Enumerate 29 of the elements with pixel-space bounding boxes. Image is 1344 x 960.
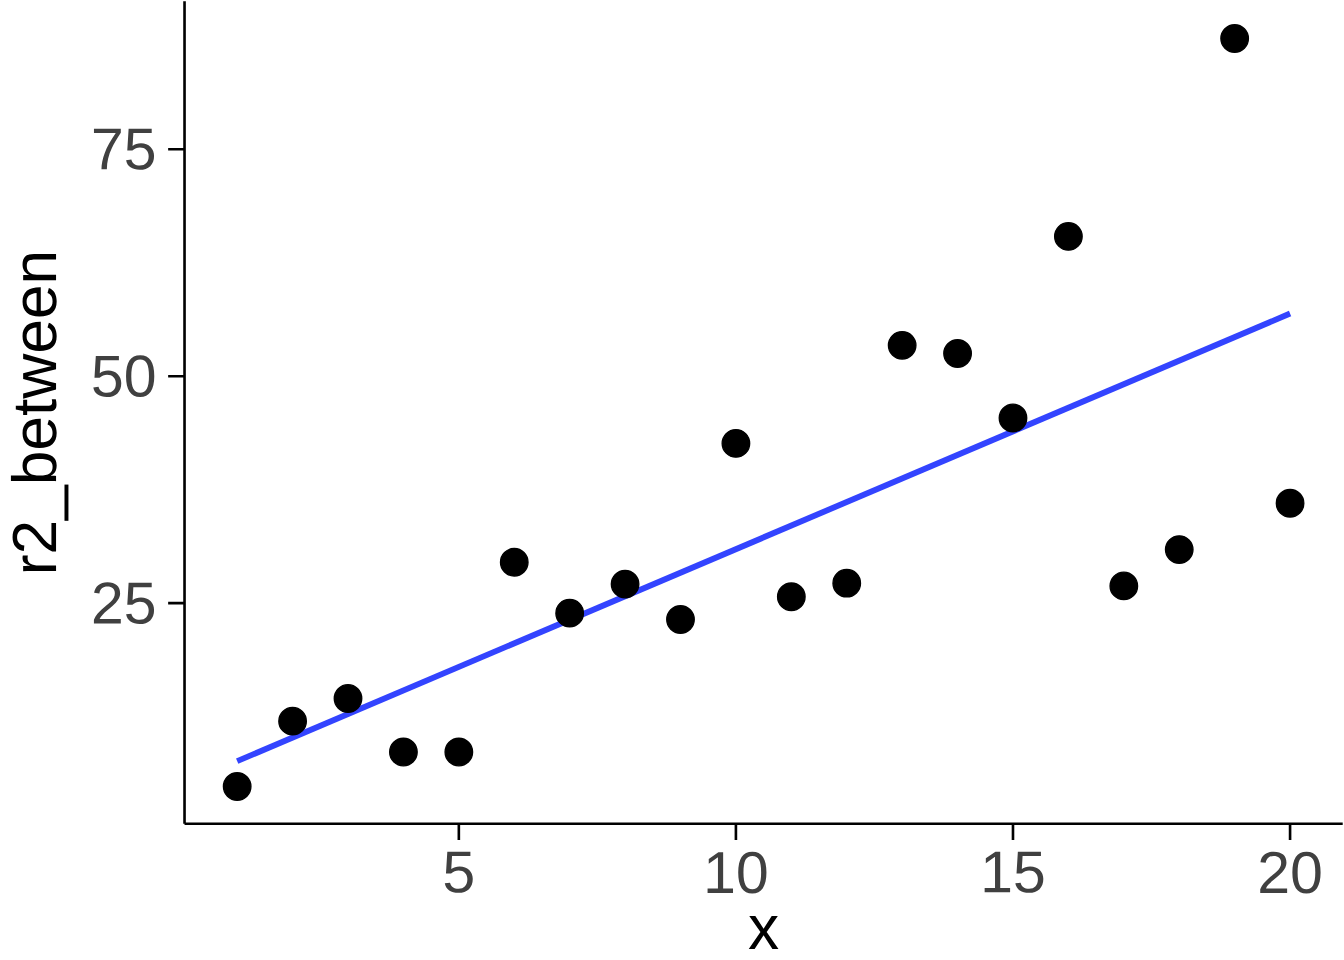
point [389,737,418,767]
x-tick-label: 10 [707,851,767,894]
point [721,429,751,458]
point [1220,24,1250,54]
y-tick-label: 75 [93,128,155,170]
x-tick-label: 15 [984,851,1044,893]
point [1109,571,1139,601]
point [1275,488,1305,518]
x-axis-title: x [748,916,779,949]
point [666,605,695,635]
point [887,331,917,360]
point [444,737,474,767]
point [499,547,529,577]
point [555,598,585,628]
point [1053,222,1083,251]
point [333,684,363,713]
x-tick-label: 20 [1260,851,1321,894]
x-tick-label: 5 [444,851,473,893]
point [832,568,862,598]
point [776,582,806,612]
point [1164,535,1194,565]
point [998,403,1028,433]
y-tick-label: 50 [93,355,155,398]
point [222,772,252,802]
point [610,569,640,599]
y-axis-title: r2_between [10,253,69,572]
point [943,339,973,369]
y-tick-label: 25 [93,582,155,625]
point [278,706,308,736]
